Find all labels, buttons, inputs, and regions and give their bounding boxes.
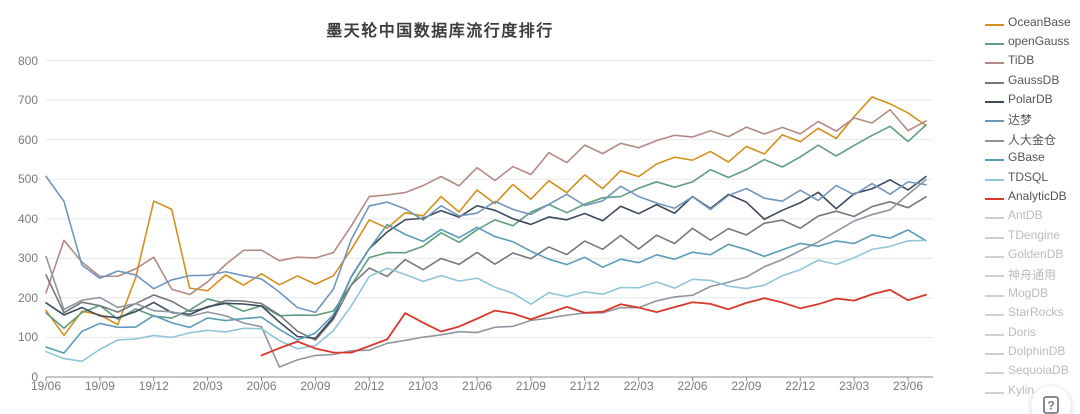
svg-text:?: ? <box>1047 399 1054 413</box>
